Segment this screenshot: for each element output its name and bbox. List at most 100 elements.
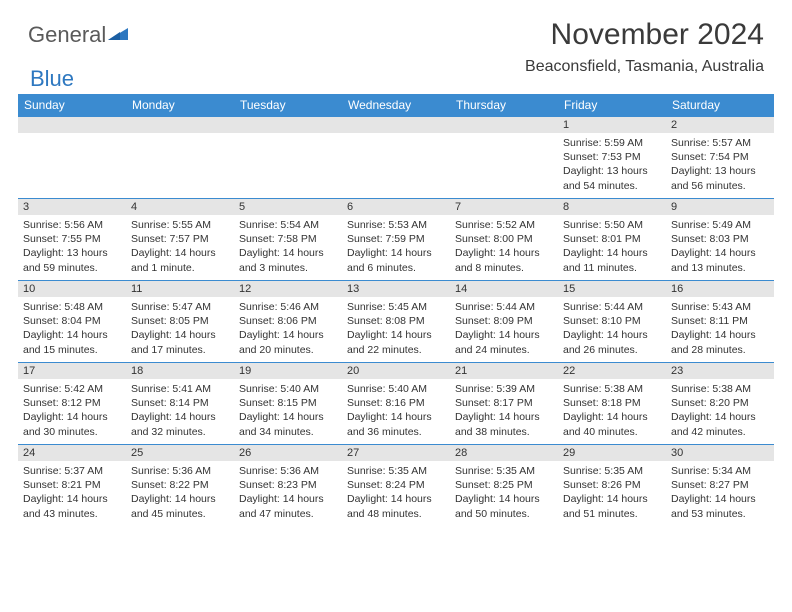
- calendar-day-cell: 13Sunrise: 5:45 AMSunset: 8:08 PMDayligh…: [342, 281, 450, 363]
- day-details: Sunrise: 5:34 AMSunset: 8:27 PMDaylight:…: [666, 461, 774, 525]
- calendar-day-cell: 18Sunrise: 5:41 AMSunset: 8:14 PMDayligh…: [126, 363, 234, 445]
- day-details: Sunrise: 5:54 AMSunset: 7:58 PMDaylight:…: [234, 215, 342, 279]
- day-daylight: Daylight: 14 hours and 3 minutes.: [239, 246, 337, 274]
- calendar-day-cell: 26 Sunrise: 5:36 AMSunset: 8:23 PMDayligh…: [234, 445, 342, 527]
- day-sunrise: Sunrise: 5:38 AM: [563, 382, 661, 396]
- day-number: 18: [126, 363, 234, 379]
- calendar-day-cell: 16Sunrise: 5:43 AMSunset: 8:11 PMDayligh…: [666, 281, 774, 363]
- weekday-header: Saturday: [666, 94, 774, 117]
- calendar-empty-cell: [450, 117, 558, 199]
- day-sunrise: Sunrise: 5:34 AM: [671, 464, 769, 478]
- day-sunrise: Sunrise: 5:57 AM: [671, 136, 769, 150]
- calendar-day-cell: 23Sunrise: 5:38 AMSunset: 8:20 PMDayligh…: [666, 363, 774, 445]
- day-number: 15: [558, 281, 666, 297]
- day-details: Sunrise: 5:49 AMSunset: 8:03 PMDaylight:…: [666, 215, 774, 279]
- day-number: 1: [558, 117, 666, 133]
- day-details: Sunrise: 5:42 AMSunset: 8:12 PMDaylight:…: [18, 379, 126, 443]
- day-details: Sunrise: 5:35 AMSunset: 8:25 PMDaylight:…: [450, 461, 558, 525]
- day-sunset: Sunset: 8:08 PM: [347, 314, 445, 328]
- calendar-week-row: 3Sunrise: 5:56 AMSunset: 7:55 PMDaylight…: [18, 199, 774, 281]
- day-number: [342, 117, 450, 133]
- location-subtitle: Beaconsfield, Tasmania, Australia: [28, 58, 764, 76]
- day-sunset: Sunset: 8:06 PM: [239, 314, 337, 328]
- day-sunset: Sunset: 7:58 PM: [239, 232, 337, 246]
- calendar-day-cell: 8Sunrise: 5:50 AMSunset: 8:01 PMDaylight…: [558, 199, 666, 281]
- calendar-day-cell: 10Sunrise: 5:48 AMSunset: 8:04 PMDayligh…: [18, 281, 126, 363]
- day-number: 27: [342, 445, 450, 461]
- day-daylight: Daylight: 14 hours and 50 minutes.: [455, 492, 553, 520]
- day-sunrise: Sunrise: 5:50 AM: [563, 218, 661, 232]
- day-daylight: Daylight: 14 hours and 43 minutes.: [23, 492, 121, 520]
- day-sunset: Sunset: 8:26 PM: [563, 478, 661, 492]
- calendar-day-cell: 24Sunrise: 5:37 AMSunset: 8:21 PMDayligh…: [18, 445, 126, 527]
- day-number: 20: [342, 363, 450, 379]
- day-details: Sunrise: 5:59 AMSunset: 7:53 PMDaylight:…: [558, 133, 666, 197]
- day-number: 25: [126, 445, 234, 461]
- day-sunrise: Sunrise: 5:45 AM: [347, 300, 445, 314]
- day-sunrise: Sunrise: 5:40 AM: [347, 382, 445, 396]
- calendar-day-cell: 21Sunrise: 5:39 AMSunset: 8:17 PMDayligh…: [450, 363, 558, 445]
- day-sunset: Sunset: 8:24 PM: [347, 478, 445, 492]
- day-sunset: Sunset: 8:00 PM: [455, 232, 553, 246]
- day-daylight: Daylight: 13 hours and 59 minutes.: [23, 246, 121, 274]
- day-daylight: Daylight: 14 hours and 51 minutes.: [563, 492, 661, 520]
- day-daylight: Daylight: 14 hours and 30 minutes.: [23, 410, 121, 438]
- day-daylight: Daylight: 14 hours and 47 minutes.: [239, 492, 337, 520]
- day-number: 9: [666, 199, 774, 215]
- day-daylight: Daylight: 14 hours and 6 minutes.: [347, 246, 445, 274]
- day-sunrise: Sunrise: 5:55 AM: [131, 218, 229, 232]
- day-number: 12: [234, 281, 342, 297]
- day-sunset: Sunset: 7:54 PM: [671, 150, 769, 164]
- calendar-table: SundayMondayTuesdayWednesdayThursdayFrid…: [18, 94, 774, 527]
- day-daylight: Daylight: 14 hours and 26 minutes.: [563, 328, 661, 356]
- day-sunrise: Sunrise: 5:44 AM: [563, 300, 661, 314]
- day-sunset: Sunset: 8:03 PM: [671, 232, 769, 246]
- day-sunset: Sunset: 8:17 PM: [455, 396, 553, 410]
- day-sunset: Sunset: 8:11 PM: [671, 314, 769, 328]
- weekday-header: Thursday: [450, 94, 558, 117]
- day-sunset: Sunset: 8:21 PM: [23, 478, 121, 492]
- day-daylight: Daylight: 14 hours and 32 minutes.: [131, 410, 229, 438]
- day-daylight: Daylight: 14 hours and 13 minutes.: [671, 246, 769, 274]
- day-sunset: Sunset: 8:16 PM: [347, 396, 445, 410]
- calendar-day-cell: 9Sunrise: 5:49 AMSunset: 8:03 PMDaylight…: [666, 199, 774, 281]
- day-sunrise: Sunrise: 5:54 AM: [239, 218, 337, 232]
- calendar-day-cell: 12Sunrise: 5:46 AMSunset: 8:06 PMDayligh…: [234, 281, 342, 363]
- day-number: 19: [234, 363, 342, 379]
- day-details: Sunrise: 5:46 AMSunset: 8:06 PMDaylight:…: [234, 297, 342, 361]
- calendar-day-cell: 5Sunrise: 5:54 AMSunset: 7:58 PMDaylight…: [234, 199, 342, 281]
- day-number: 30: [666, 445, 774, 461]
- calendar-day-cell: 29Sunrise: 5:35 AMSunset: 8:26 PMDayligh…: [558, 445, 666, 527]
- weekday-header: Friday: [558, 94, 666, 117]
- day-sunrise: Sunrise: 5:39 AM: [455, 382, 553, 396]
- day-daylight: Daylight: 14 hours and 11 minutes.: [563, 246, 661, 274]
- day-daylight: Daylight: 14 hours and 28 minutes.: [671, 328, 769, 356]
- day-details: Sunrise: 5:44 AMSunset: 8:10 PMDaylight:…: [558, 297, 666, 361]
- day-details: Sunrise: 5:47 AMSunset: 8:05 PMDaylight:…: [126, 297, 234, 361]
- day-sunset: Sunset: 7:53 PM: [563, 150, 661, 164]
- day-sunset: Sunset: 8:22 PM: [131, 478, 229, 492]
- calendar-day-cell: 22Sunrise: 5:38 AMSunset: 8:18 PMDayligh…: [558, 363, 666, 445]
- calendar-week-row: 1Sunrise: 5:59 AMSunset: 7:53 PMDaylight…: [18, 117, 774, 199]
- day-number: 26: [234, 445, 342, 461]
- day-sunrise: Sunrise: 5:36 AM: [239, 464, 337, 478]
- calendar-day-cell: 6Sunrise: 5:53 AMSunset: 7:59 PMDaylight…: [342, 199, 450, 281]
- day-number: [234, 117, 342, 133]
- day-sunrise: Sunrise: 5:40 AM: [239, 382, 337, 396]
- calendar-day-cell: 15Sunrise: 5:44 AMSunset: 8:10 PMDayligh…: [558, 281, 666, 363]
- logo-text-2: Blue: [30, 66, 74, 92]
- day-sunrise: Sunrise: 5:42 AM: [23, 382, 121, 396]
- month-title: November 2024: [28, 18, 764, 52]
- day-details: Sunrise: 5:38 AMSunset: 8:20 PMDaylight:…: [666, 379, 774, 443]
- day-sunrise: Sunrise: 5:46 AM: [239, 300, 337, 314]
- day-details: Sunrise: 5:40 AMSunset: 8:16 PMDaylight:…: [342, 379, 450, 443]
- calendar-day-cell: 30Sunrise: 5:34 AMSunset: 8:27 PMDayligh…: [666, 445, 774, 527]
- day-sunrise: Sunrise: 5:53 AM: [347, 218, 445, 232]
- calendar-day-cell: 17Sunrise: 5:42 AMSunset: 8:12 PMDayligh…: [18, 363, 126, 445]
- day-details: Sunrise: 5:48 AMSunset: 8:04 PMDaylight:…: [18, 297, 126, 361]
- weekday-header: Monday: [126, 94, 234, 117]
- calendar-day-cell: 2Sunrise: 5:57 AMSunset: 7:54 PMDaylight…: [666, 117, 774, 199]
- day-sunrise: Sunrise: 5:35 AM: [455, 464, 553, 478]
- day-sunset: Sunset: 8:23 PM: [239, 478, 337, 492]
- weekday-header: Wednesday: [342, 94, 450, 117]
